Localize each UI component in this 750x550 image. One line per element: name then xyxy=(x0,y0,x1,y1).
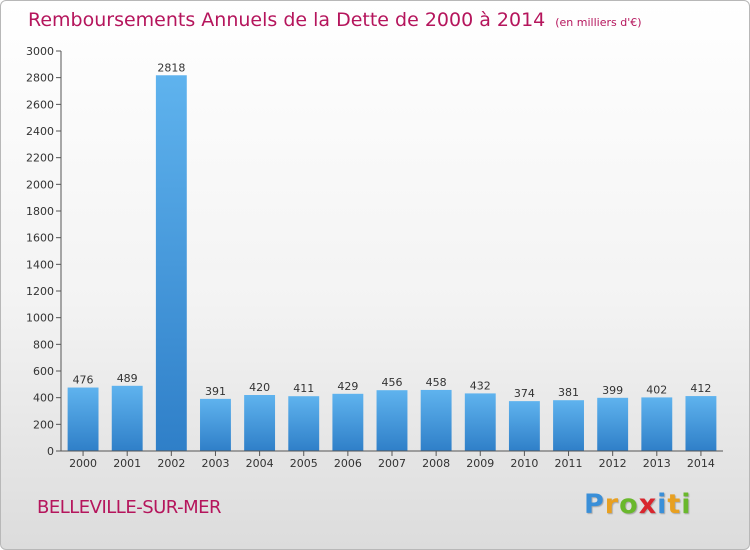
x-tick-label: 2001 xyxy=(113,457,141,470)
bar-value-label: 458 xyxy=(426,376,447,389)
bars: 476 489 2818 391 420 411 429 456 458 432 374 381 399… xyxy=(67,61,717,452)
x-tick-label: 2002 xyxy=(157,457,185,470)
x-tick-label: 2008 xyxy=(422,457,450,470)
bar-2011 xyxy=(553,400,584,451)
x-axis: 2000 2001 2002 2003 2004 2005 2006 2007 2008 2009… xyxy=(61,450,723,470)
logo-letter: r xyxy=(604,489,620,520)
x-tick-label: 2000 xyxy=(69,457,97,470)
y-tick-label: 2600 xyxy=(26,98,54,111)
proxiti-logo: Proxiti xyxy=(584,489,692,520)
logo-letter: i xyxy=(657,489,668,520)
chart-title: Remboursements Annuels de la Dette de 20… xyxy=(28,9,642,31)
bar-value-label: 399 xyxy=(602,384,623,397)
y-tick-label: 2800 xyxy=(26,72,54,85)
x-tick-label: 2004 xyxy=(246,457,274,470)
bar-2002 xyxy=(155,75,187,452)
bar-2013 xyxy=(641,397,673,451)
x-tick-label: 2012 xyxy=(599,457,627,470)
logo-letter: i xyxy=(681,489,692,520)
y-axis: 0 200 400 600 800 1000 1200 1400 1600 1800 2000 220… xyxy=(26,45,62,458)
y-tick-label: 2400 xyxy=(26,125,54,138)
y-tick-label: 600 xyxy=(33,365,54,378)
bar-2010 xyxy=(508,401,540,451)
logo-letter: o xyxy=(619,489,639,520)
bar-2001 xyxy=(111,385,143,451)
bar-2004 xyxy=(244,395,276,451)
bar-2007 xyxy=(376,390,408,451)
x-tick-label: 2003 xyxy=(201,457,229,470)
y-tick-label: 1000 xyxy=(26,312,54,325)
bar-value-label: 489 xyxy=(117,372,138,385)
y-tick-label: 1400 xyxy=(26,258,54,271)
bar-value-label: 2818 xyxy=(157,61,185,74)
bar-2008 xyxy=(420,389,452,451)
logo-letter: x xyxy=(638,489,658,520)
bar-value-label: 432 xyxy=(470,379,491,392)
x-tick-label: 2013 xyxy=(643,457,671,470)
bar-value-label: 456 xyxy=(382,376,403,389)
bar-2012 xyxy=(597,397,629,451)
logo-letter: t xyxy=(667,489,682,520)
bar-2003 xyxy=(200,398,231,451)
y-tick-label: 1800 xyxy=(26,205,54,218)
bar-value-label: 420 xyxy=(249,381,270,394)
bar-2009 xyxy=(464,393,496,451)
chart-title-text: Remboursements Annuels de la Dette de 20… xyxy=(28,9,546,31)
bar-2014 xyxy=(685,396,717,451)
bar-2005 xyxy=(288,396,320,451)
location-label: BELLEVILLE-SUR-MER xyxy=(37,497,221,518)
bar-value-label: 402 xyxy=(646,383,667,396)
bar-value-label: 429 xyxy=(337,380,358,393)
y-tick-label: 3000 xyxy=(26,45,54,58)
bar-2000 xyxy=(67,387,99,451)
y-tick-label: 2200 xyxy=(26,152,54,165)
logo-letter: P xyxy=(584,489,605,520)
chart-subtitle: (en milliers d'€) xyxy=(555,16,642,29)
bar-2006 xyxy=(332,393,364,451)
y-tick-label: 0 xyxy=(47,445,54,458)
x-tick-label: 2006 xyxy=(334,457,362,470)
x-tick-label: 2010 xyxy=(510,457,538,470)
bar-value-label: 381 xyxy=(558,386,579,399)
x-tick-label: 2014 xyxy=(687,457,715,470)
y-tick-label: 200 xyxy=(33,418,54,431)
bar-value-label: 412 xyxy=(690,382,711,395)
x-tick-label: 2011 xyxy=(555,457,583,470)
x-tick-label: 2005 xyxy=(290,457,318,470)
bar-value-label: 411 xyxy=(293,382,314,395)
y-tick-label: 800 xyxy=(33,338,54,351)
x-tick-label: 2009 xyxy=(466,457,494,470)
y-tick-label: 400 xyxy=(33,392,54,405)
y-tick-label: 1200 xyxy=(26,285,54,298)
bar-value-label: 391 xyxy=(205,385,226,398)
y-tick-label: 2000 xyxy=(26,178,54,191)
x-tick-label: 2007 xyxy=(378,457,406,470)
bar-value-label: 374 xyxy=(514,387,535,400)
bar-value-label: 476 xyxy=(73,374,94,387)
y-tick-label: 1600 xyxy=(26,232,54,245)
